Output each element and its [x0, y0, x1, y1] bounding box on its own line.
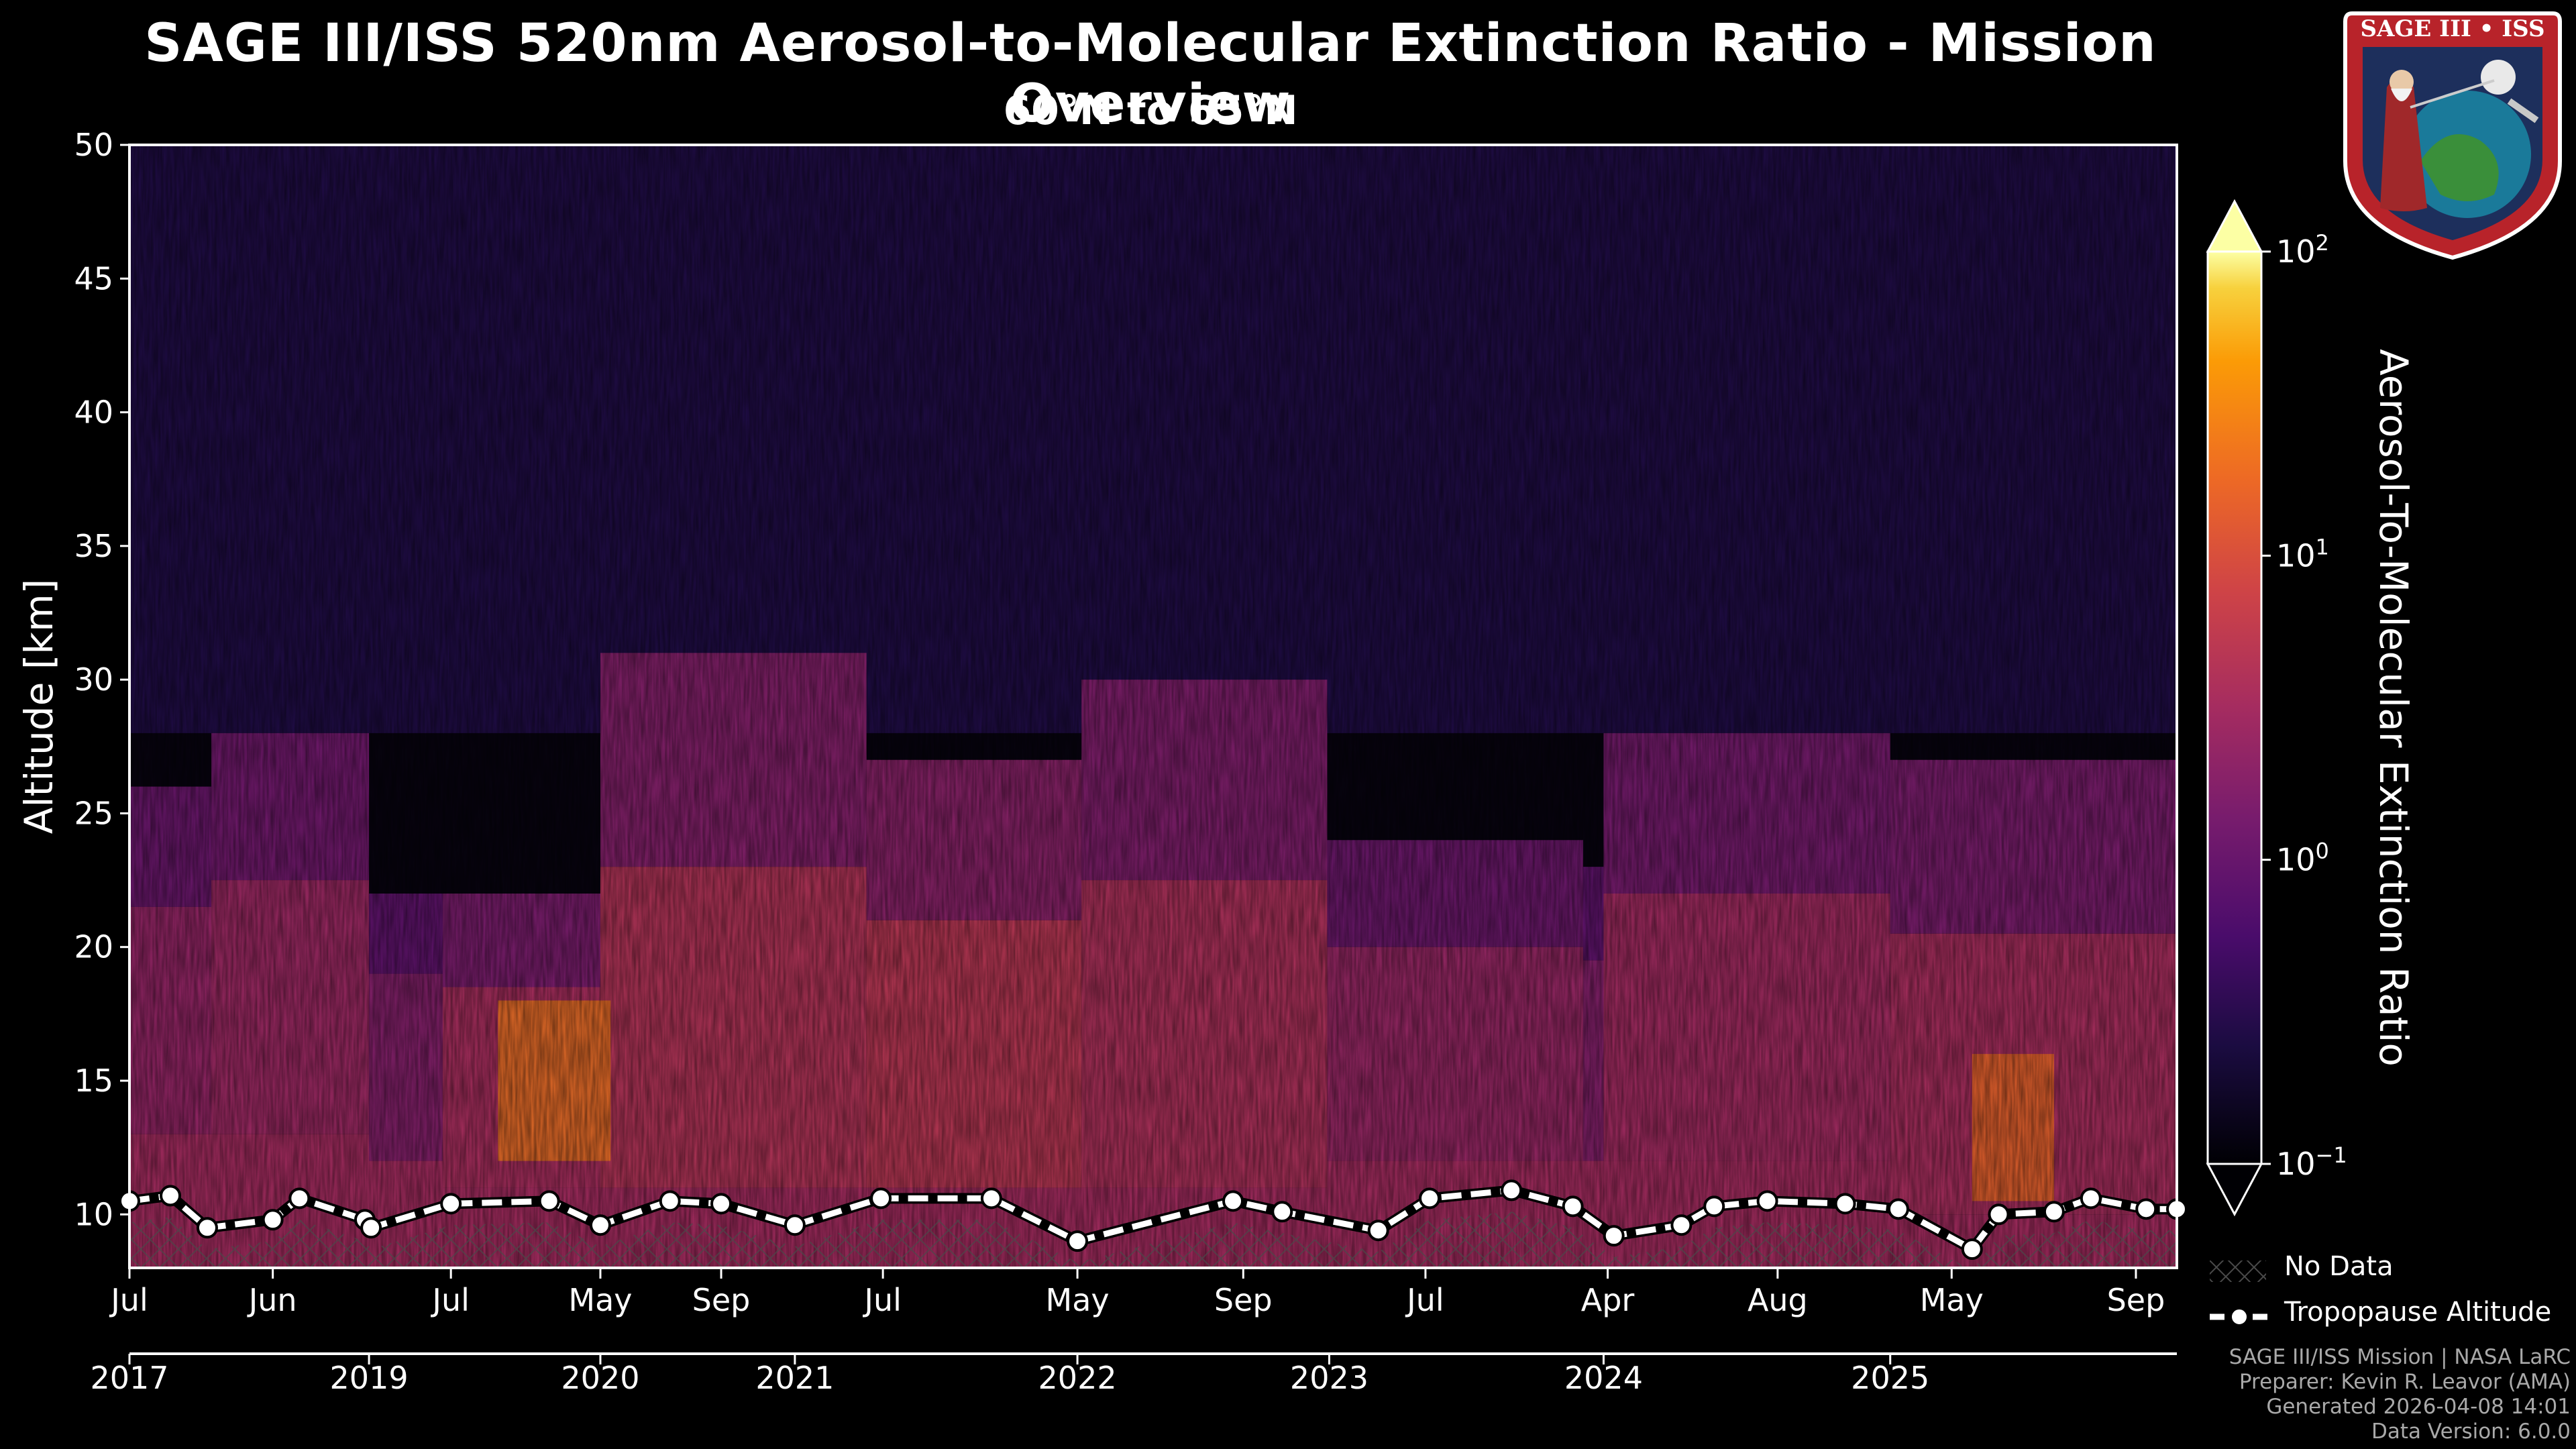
tropopause-point: [288, 1187, 311, 1210]
month-tick-label: May: [1046, 1282, 1110, 1318]
chart-title: SAGE III/ISS 520nm Aerosol-to-Molecular …: [144, 13, 2157, 134]
tropopause-point: [1834, 1193, 1856, 1215]
tropopause-point: [196, 1217, 218, 1239]
legend-label-tropopause: Tropopause Altitude: [2284, 1297, 2552, 1328]
colorbar-tick-label: 101: [2276, 534, 2329, 574]
month-tick-label: Jul: [862, 1282, 902, 1318]
colorbar: 102 101 100 10−1: [2206, 199, 2347, 1217]
tropopause-point: [1887, 1198, 1909, 1220]
x-axis-years: 2017 2019 2020 2021 2022 2023 2024 2025: [90, 1354, 1929, 1396]
tropopause-point: [360, 1217, 382, 1239]
year-tick-label: 2025: [1851, 1360, 1929, 1396]
month-tick-label: Apr: [1581, 1282, 1635, 1318]
colorbar-extend-max: [2206, 199, 2263, 253]
tropopause-point: [2080, 1187, 2102, 1210]
tropopause-point: [1222, 1190, 1244, 1212]
svg-text:SAGE III • ISS: SAGE III • ISS: [2360, 15, 2544, 42]
y-tick-label: 15: [74, 1063, 113, 1099]
footer-mission: SAGE III/ISS Mission | NASA LaRC: [2229, 1345, 2571, 1369]
y-tick-label: 25: [74, 795, 113, 831]
tropopause-point: [659, 1190, 681, 1212]
month-tick-label: Sep: [1214, 1282, 1273, 1318]
tropopause-point: [2135, 1198, 2157, 1220]
plot-frame: [128, 144, 2178, 1269]
tropopause-point: [1603, 1225, 1625, 1247]
y-tick-label: 40: [74, 394, 113, 431]
year-tick-label: 2019: [330, 1360, 409, 1396]
colorbar-tick-label: 102: [2276, 230, 2329, 270]
month-tick-label: Jun: [247, 1282, 297, 1318]
tropopause-point: [262, 1209, 284, 1231]
year-tick-label: 2020: [561, 1360, 639, 1396]
footer-version: Data Version: 6.0.0: [2371, 1419, 2571, 1444]
no-data-region: [129, 1212, 2177, 1268]
y-tick-label: 45: [74, 260, 113, 297]
month-tick-label: Aug: [1748, 1282, 1808, 1318]
y-axis-label: Altitude [km]: [16, 579, 62, 834]
tropopause-point: [1670, 1214, 1693, 1236]
footer-info: SAGE III/ISS Mission | NASA LaRC Prepare…: [2229, 1345, 2571, 1444]
colorbar-extend-min: [2206, 1163, 2263, 1217]
chart-subtitle: 60°N to 65°N: [1003, 87, 1298, 134]
y-tick-label: 35: [74, 528, 113, 564]
heatmap-texture: [129, 145, 2177, 1268]
tropopause-point: [1562, 1195, 1584, 1218]
y-axis: 10 15 20 25 30 35 40 45 50: [74, 127, 129, 1232]
sage-mission-logo: SAGE III • ISS: [2343, 11, 2562, 260]
y-tick-label: 10: [74, 1196, 113, 1232]
heatmap-plot: [119, 144, 2188, 1269]
tropopause-point: [160, 1185, 182, 1207]
tropopause-point: [1756, 1190, 1778, 1212]
tropopause-point: [784, 1214, 806, 1236]
month-tick-label: Sep: [692, 1282, 751, 1318]
tropopause-point: [2043, 1201, 2065, 1223]
month-tick-label: Jul: [1405, 1282, 1444, 1318]
tropopause-point: [1367, 1220, 1389, 1242]
footer-generated: Generated 2026-04-08 14:01: [2266, 1395, 2571, 1419]
year-tick-label: 2017: [90, 1360, 168, 1396]
tropopause-point: [1067, 1230, 1089, 1252]
tropopause-point: [1988, 1203, 2010, 1226]
month-tick-label: Sep: [2107, 1282, 2165, 1318]
tropopause-point: [710, 1193, 733, 1215]
month-tick-label: May: [568, 1282, 632, 1318]
year-tick-label: 2023: [1290, 1360, 1368, 1396]
no-data-hatch: [129, 1212, 2177, 1268]
tropopause-point: [1271, 1201, 1293, 1223]
y-tick-label: 30: [74, 661, 113, 698]
colorbar-tick-label: 100: [2276, 839, 2329, 878]
legend-label-no-data: No Data: [2284, 1251, 2394, 1282]
tropopause-point: [538, 1190, 560, 1212]
month-tick-label: Jul: [430, 1282, 470, 1318]
hatch-swatch-icon: [2210, 1260, 2266, 1282]
tropopause-point: [589, 1214, 611, 1236]
colorbar-ticks: 102 101 100 10−1: [2261, 230, 2347, 1182]
tropopause-point: [870, 1187, 892, 1210]
year-tick-label: 2021: [755, 1360, 834, 1396]
tropopause-point: [1703, 1195, 1725, 1218]
month-tick-label: May: [1920, 1282, 1984, 1318]
x-axis-months: Jul Jun Jul May Sep Jul May Sep Jul Apr Aug May Sep: [109, 1268, 2165, 1318]
tropopause-point: [1419, 1187, 1441, 1210]
footer-preparer: Preparer: Kevin R. Leavor (AMA): [2239, 1370, 2571, 1394]
tropopause-line-icon: [2210, 1308, 2269, 1326]
colorbar-label: Aerosol-To-Molecular Extinction Ratio: [2371, 349, 2416, 1067]
tropopause-point: [1961, 1238, 1983, 1260]
month-tick-label: Jul: [109, 1282, 148, 1318]
tropopause-point: [1501, 1179, 1523, 1201]
colorbar-gradient: [2206, 250, 2263, 1165]
year-tick-label: 2022: [1038, 1360, 1117, 1396]
y-tick-label: 50: [74, 127, 113, 163]
y-tick-label: 20: [74, 929, 113, 965]
tropopause-line: [129, 1187, 2177, 1253]
tropopause-series: [119, 1179, 2188, 1260]
tropopause-point: [980, 1187, 1002, 1210]
year-tick-label: 2024: [1564, 1360, 1643, 1396]
colorbar-tick-label: 10−1: [2276, 1142, 2347, 1182]
tropopause-point: [440, 1193, 462, 1215]
